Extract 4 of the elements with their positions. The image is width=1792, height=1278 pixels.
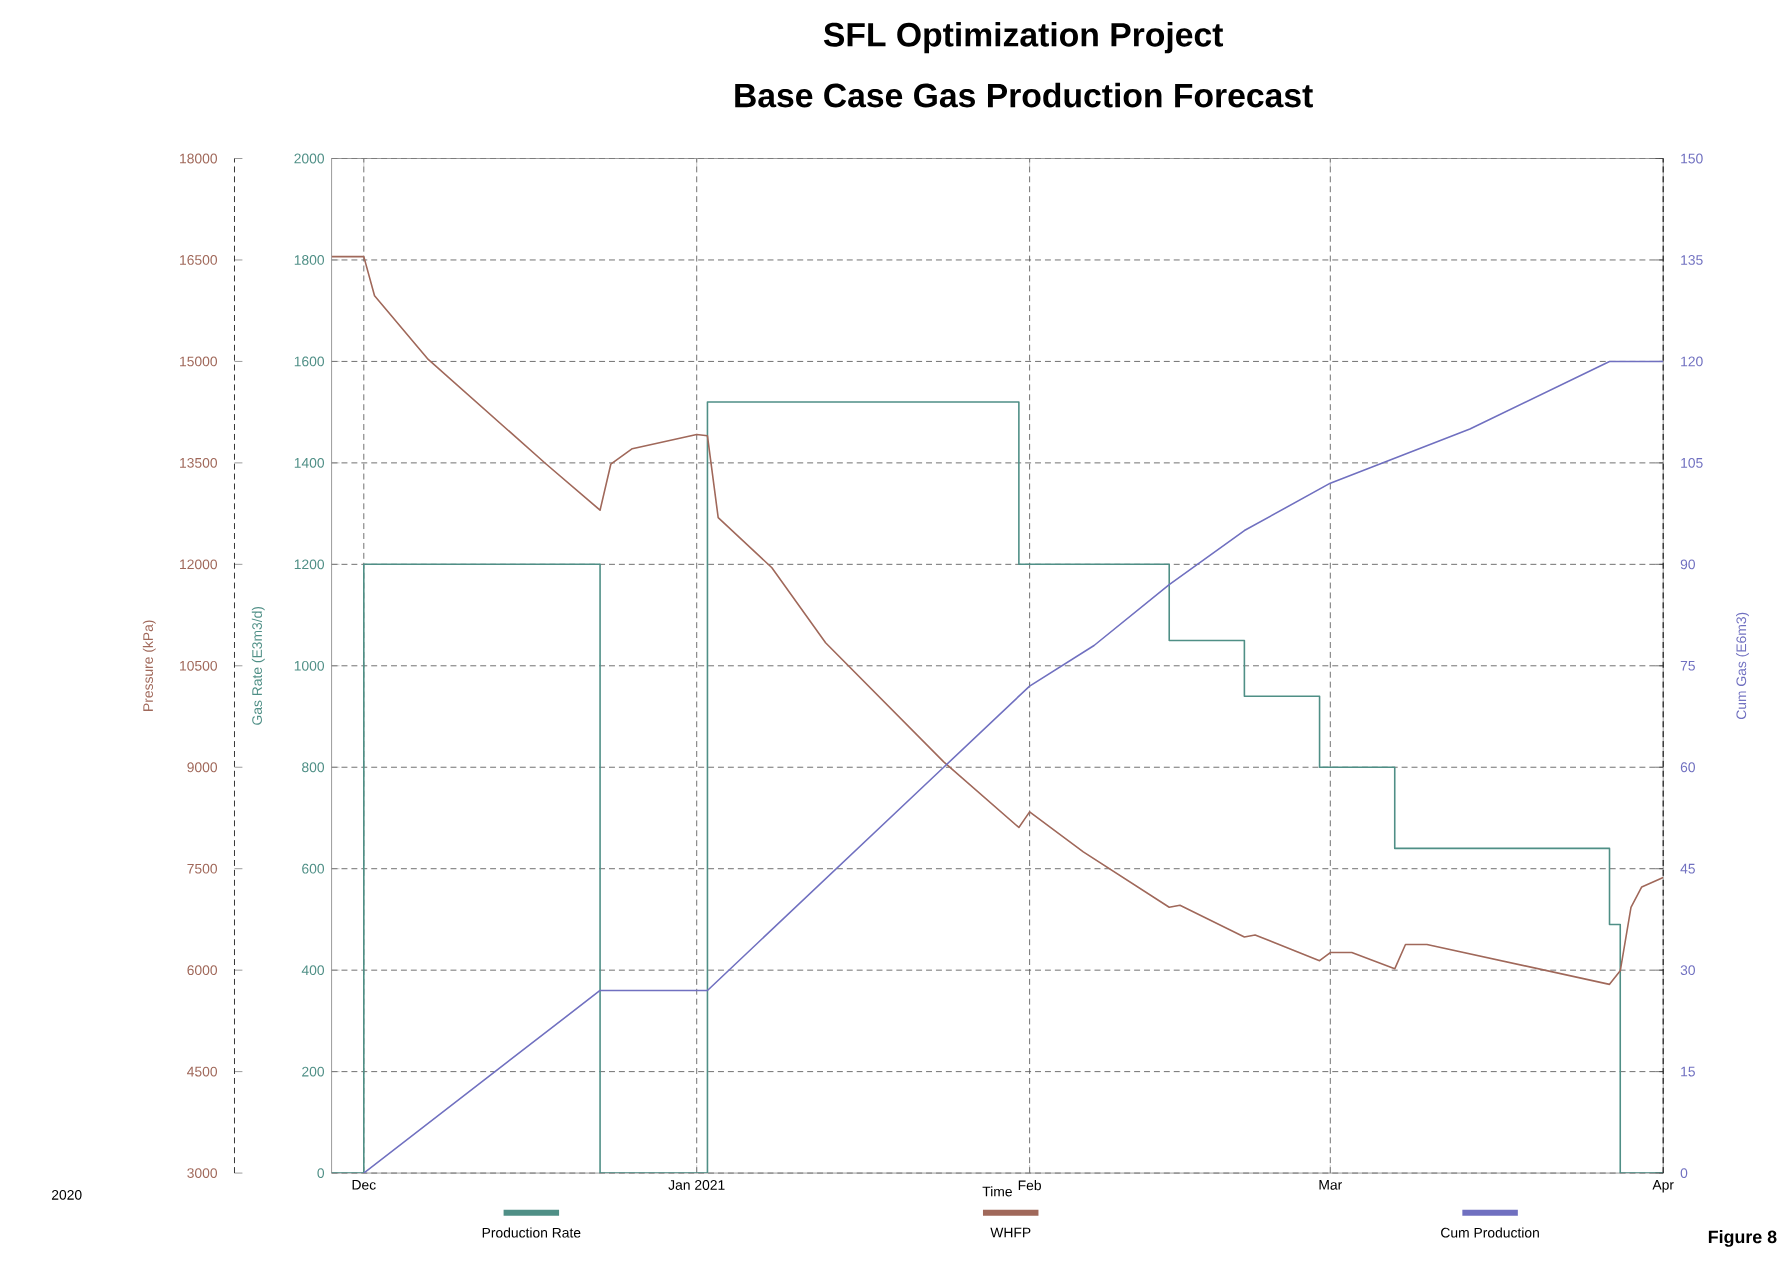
line-series (331, 255, 1664, 986)
caption: Figure 8 (1708, 1230, 1777, 1247)
chart-subtitle: Base Case Gas Production Forecast (735, 82, 1313, 108)
chart-title: SFL Optimization Project (823, 21, 1224, 54)
